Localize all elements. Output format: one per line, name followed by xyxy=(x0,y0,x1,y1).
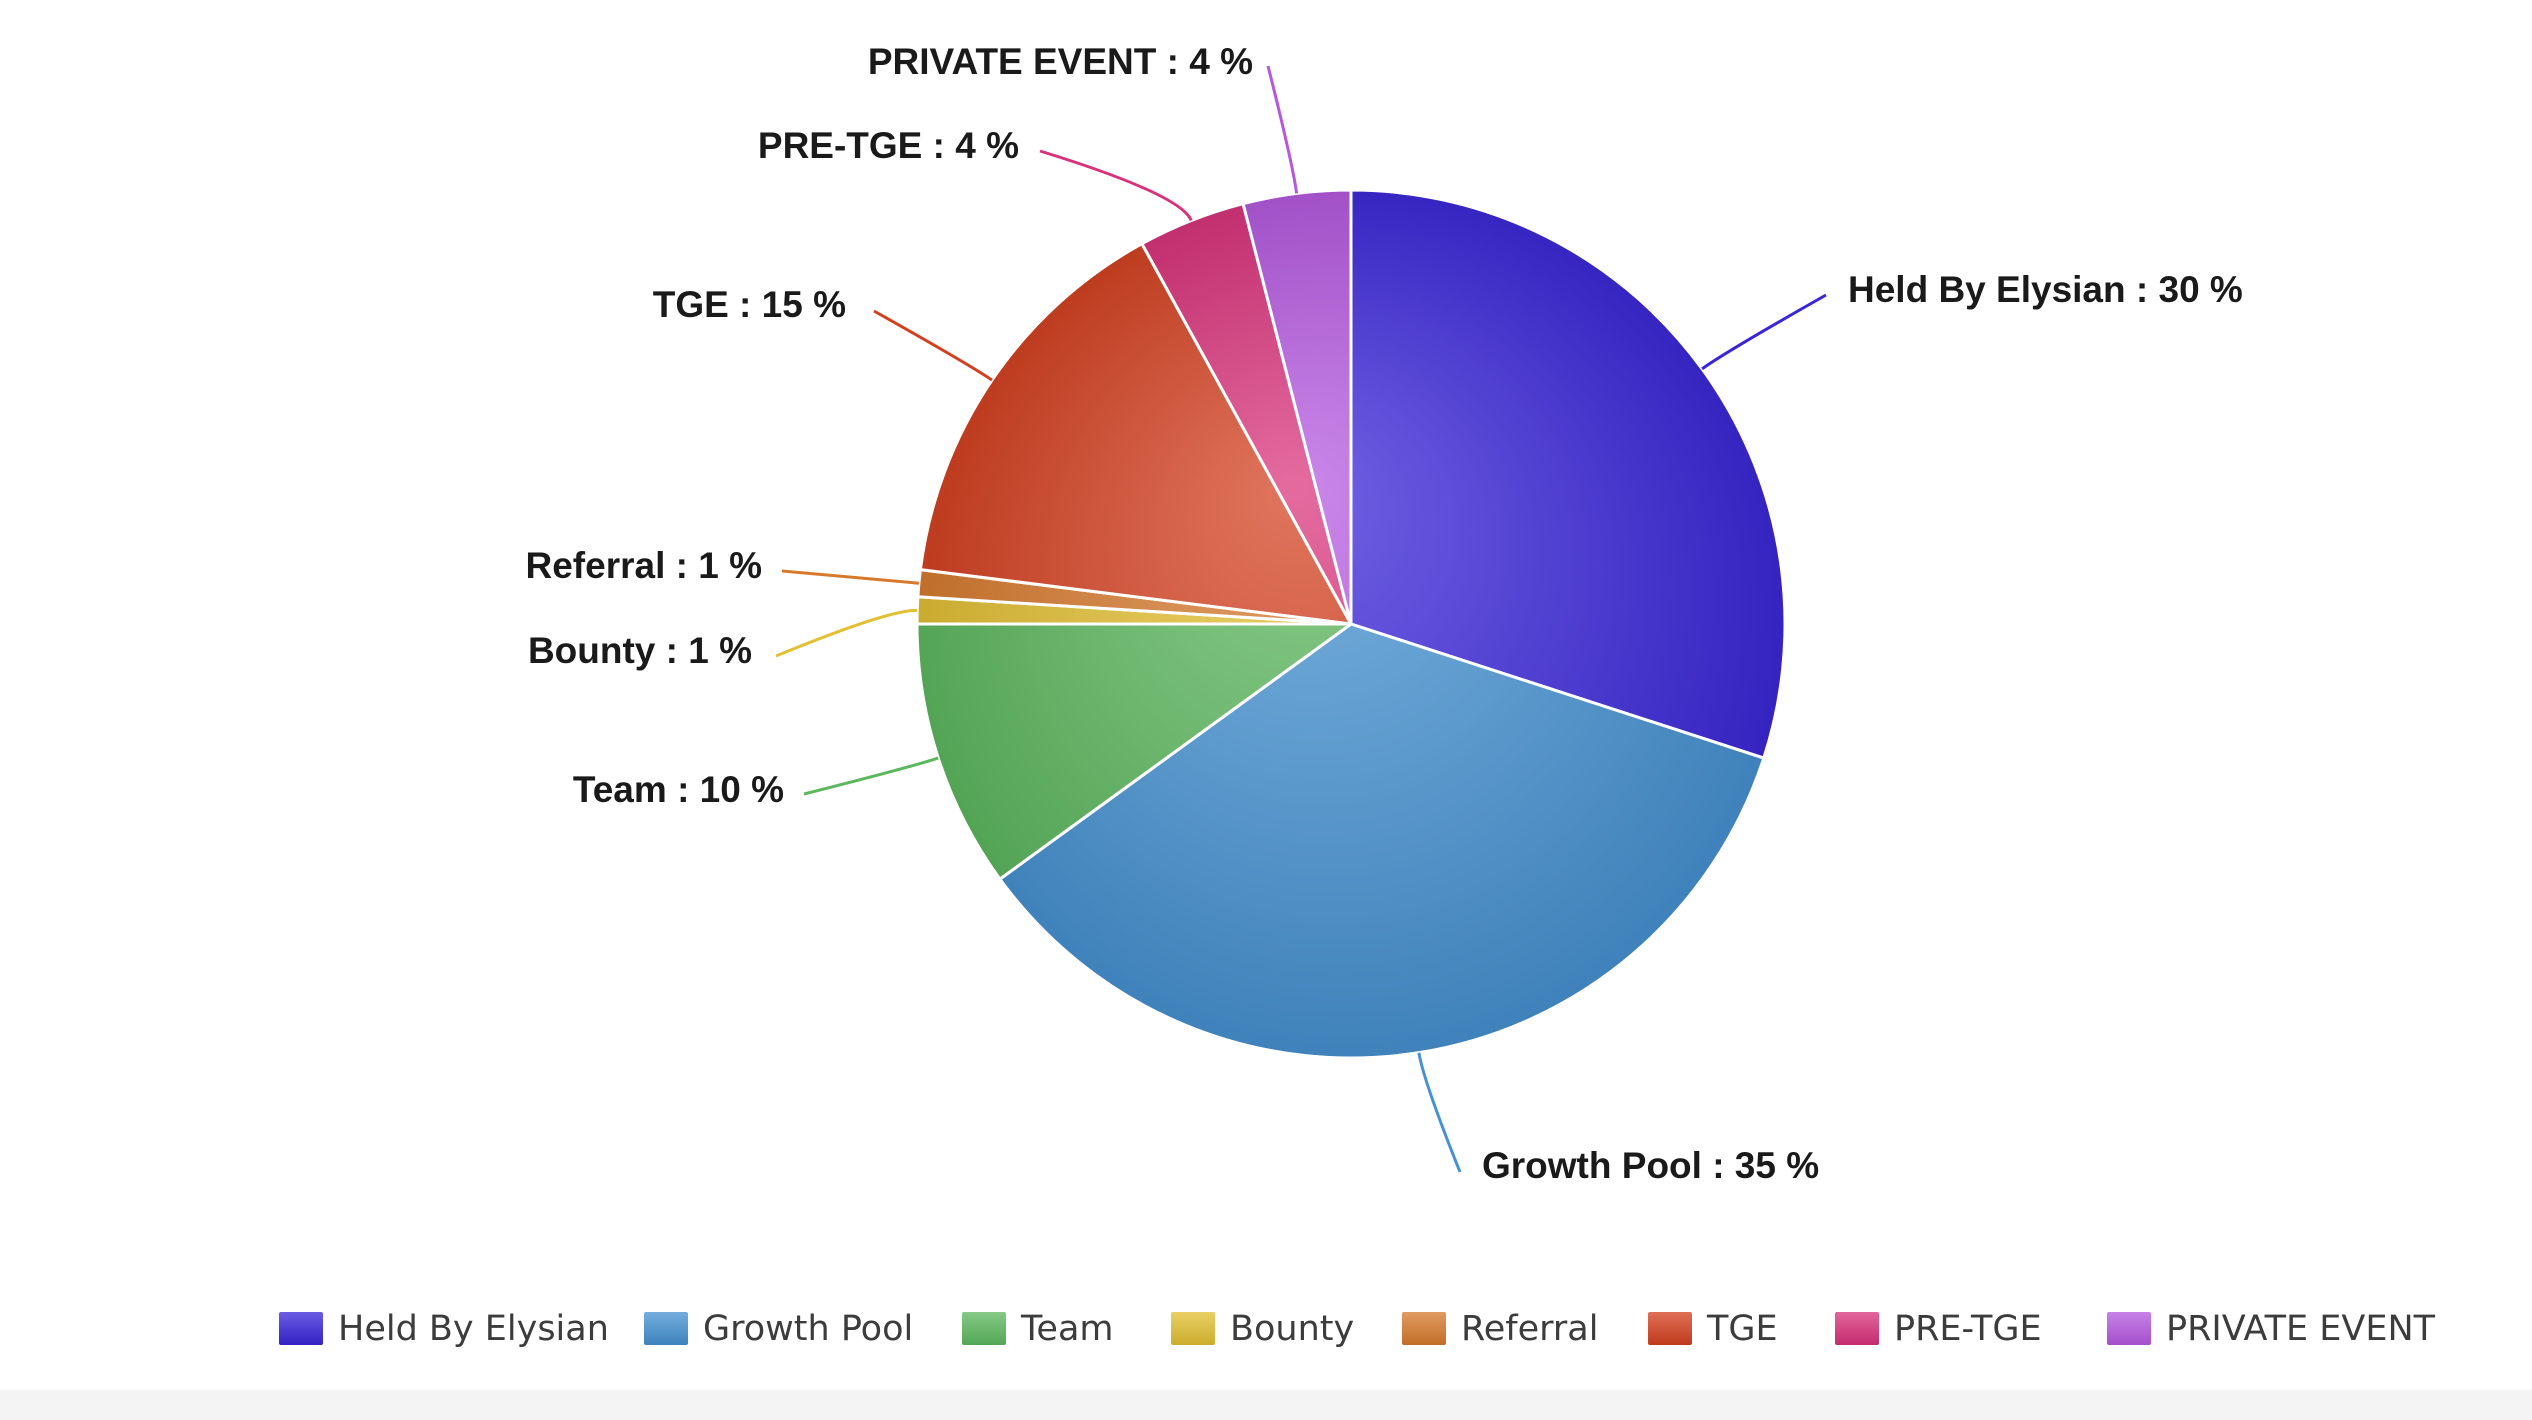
legend-item-referral[interactable]: Referral xyxy=(1402,1309,1598,1349)
legend-label-team: Team xyxy=(1020,1309,1114,1349)
legend-swatch-growth-pool xyxy=(644,1312,688,1345)
legend-swatch-held-by-elysian xyxy=(279,1312,323,1345)
legend-item-bounty[interactable]: Bounty xyxy=(1171,1309,1354,1349)
legend-label-tge: TGE xyxy=(1706,1309,1778,1349)
label-private-event: PRIVATE EVENT : 4 % xyxy=(868,41,1253,82)
pie-chart-svg: Held By Elysian : 30 % Growth Pool : 35 %… xyxy=(279,41,2436,1349)
legend-label-held-by-elysian: Held By Elysian xyxy=(338,1309,609,1349)
legend-swatch-pre-tge xyxy=(1835,1312,1879,1345)
label-team: Team : 10 % xyxy=(573,769,784,810)
connector-held-by-elysian xyxy=(1701,293,1827,371)
connector-tge xyxy=(873,309,993,382)
legend-label-referral: Referral xyxy=(1461,1309,1598,1349)
pie-chart: Held By Elysian : 30 % Growth Pool : 35 %… xyxy=(279,41,2436,1349)
legend-label-private-event: PRIVATE EVENT xyxy=(2166,1309,2436,1349)
label-pre-tge: PRE-TGE : 4 % xyxy=(758,125,1019,166)
legend-item-pre-tge[interactable]: PRE-TGE xyxy=(1835,1309,2042,1349)
label-held-by-elysian: Held By Elysian : 30 % xyxy=(1848,269,2243,310)
connector-private-event xyxy=(1266,65,1299,194)
connector-pre-tge xyxy=(1039,149,1193,222)
legend-swatch-team xyxy=(962,1312,1006,1345)
legend-item-tge[interactable]: TGE xyxy=(1648,1309,1778,1349)
label-growth-pool: Growth Pool : 35 % xyxy=(1482,1145,1819,1186)
pie-slice-tge[interactable] xyxy=(918,242,1353,626)
legend-swatch-bounty xyxy=(1171,1312,1215,1345)
label-bounty: Bounty : 1 % xyxy=(528,630,752,671)
legend: Held By Elysian Growth Pool Team Bounty Refe… xyxy=(279,1309,2436,1349)
legend-item-held-by-elysian[interactable]: Held By Elysian xyxy=(279,1309,609,1349)
label-referral: Referral : 1 % xyxy=(526,545,763,586)
slice-labels: Held By Elysian : 30 % Growth Pool : 35 %… xyxy=(526,41,2243,1186)
pie-slice-growth-pool[interactable] xyxy=(998,622,1766,1060)
legend-item-growth-pool[interactable]: Growth Pool xyxy=(644,1309,913,1349)
legend-item-team[interactable]: Team xyxy=(962,1309,1114,1349)
legend-label-pre-tge: PRE-TGE xyxy=(1894,1309,2042,1349)
legend-label-growth-pool: Growth Pool xyxy=(703,1309,913,1349)
pie-slice-team[interactable] xyxy=(915,622,1353,881)
label-connectors xyxy=(775,65,1827,1173)
connector-referral xyxy=(781,569,920,585)
connector-team xyxy=(803,756,939,796)
legend-swatch-private-event xyxy=(2107,1312,2151,1345)
legend-swatch-referral xyxy=(1402,1312,1446,1345)
bottom-band xyxy=(0,1390,2532,1420)
legend-swatch-tge xyxy=(1648,1312,1692,1345)
connector-growth-pool xyxy=(1417,1052,1462,1173)
pie-slices xyxy=(915,188,1787,1060)
legend-item-private-event[interactable]: PRIVATE EVENT xyxy=(2107,1309,2436,1349)
connector-bounty xyxy=(775,608,918,658)
label-tge: TGE : 15 % xyxy=(653,284,846,325)
legend-label-bounty: Bounty xyxy=(1230,1309,1354,1349)
pie-slice-private-event[interactable] xyxy=(1241,188,1353,626)
